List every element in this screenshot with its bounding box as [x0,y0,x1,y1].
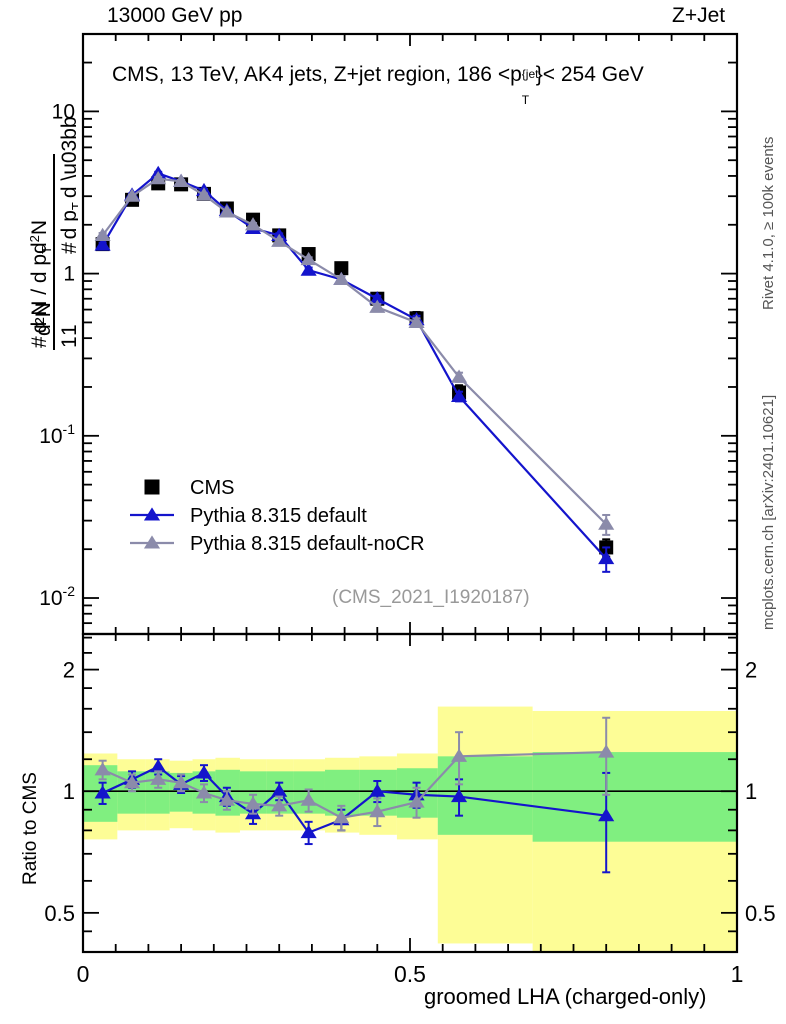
main-marker-triangle [598,516,615,530]
ratio-marker-triangle [173,775,190,789]
ratio-marker-triangle [369,804,386,818]
legend: CMS Pythia 8.315 default Pythia 8.315 defa… [130,477,425,555]
main-series-group [94,165,615,573]
ylabel-numerator: 1 [58,336,78,348]
main-marker-triangle [598,550,615,565]
xtick-label: 0.5 [394,961,426,987]
main-marker-triangle [300,262,317,276]
ylabel-den-text: # [28,336,51,348]
header-right: Z+Jet [672,4,726,27]
main-marker-triangle [408,314,425,328]
sidebar-bottom-text: mcplots.cern.ch [arXiv:2401.10621] [760,395,777,630]
legend-label-0: CMS [190,477,234,499]
ratio-marker-triangle [271,783,288,797]
ratio-marker-triangle [369,783,386,797]
dataset-watermark: (CMS_2021_I1920187) [332,587,530,608]
ratio-ylabel-text: Ratio to CMS [20,772,41,885]
main-marker-triangle [369,291,386,305]
xtick-label: 1 [731,961,744,987]
plot-title-sup: {jet [521,67,539,81]
ratio-marker-triangle [598,808,615,822]
main-ytick-label: 10-2 [39,583,75,610]
main-marker-triangle [195,187,213,201]
main-ylabel-svg: #d N / d pT 1 d2N #d pTd \u03bb [27,116,78,350]
ylabel-numerator2: d2N [27,220,51,254]
ratio-ytick-label: 0.5 [44,901,75,926]
legend-label-1: Pythia 8.315 default [190,505,367,527]
main-line-2 [101,177,607,526]
ratio-marker-triangle [150,771,167,785]
main-marker-triangle [150,170,167,185]
ratio-marker-triangle [300,792,317,806]
xaxis-label: groomed LHA (charged-only) [424,984,707,1009]
ratio-uncertainty-bands [83,706,737,952]
main-ytick-label: 1 [63,263,75,286]
ylabel-denominator2: #d pTd \u03bb [58,116,78,254]
main-marker-triangle [333,271,350,286]
main-marker-triangle [369,299,386,313]
header-left: 13000 GeV pp [107,4,243,27]
ratio-marker-triangle [195,785,213,799]
main-marker-triangle [123,188,141,202]
ratio-ytick-label-right: 1 [745,779,757,804]
main-marker-triangle [173,173,190,187]
legend-label-2: Pythia 8.315 default-noCR [190,533,425,555]
axis-tick-labels: 10 1 10-1 10-2 2 2 1 1 0.5 0.5 0 0.5 1 [39,100,775,987]
main-marker-triangle [450,388,468,402]
axis-ticks [82,33,738,953]
ratio-marker-triangle [150,759,167,773]
ratio-ylabel-svg: Ratio to CMS [20,772,41,885]
ratio-marker-triangle [408,794,425,808]
ratio-marker-triangle [94,762,111,776]
ratio-ytick-label-right: 2 [745,658,757,683]
ratio-marker-triangle [94,785,111,799]
legend-marker-0 [144,479,160,495]
main-ytick-label: 10-1 [39,421,75,448]
ratio-marker-triangle [598,744,615,758]
main-marker-triangle [300,251,317,266]
ratio-marker-triangle [450,748,468,762]
ylabel-denominator: #d N / d pT [28,246,54,348]
main-marker-triangle [218,204,235,218]
plot-title-sub: T [521,93,530,107]
plot-title-tail: }< 254 GeV [535,63,644,86]
legend-marker-1 [143,507,161,521]
legend-marker-2 [143,535,161,549]
sidebar-svg: Rivet 4.1.0, ≥ 100k events mcplots.cern.… [760,137,777,630]
main-marker-triangle [94,227,111,241]
ratio-marker-triangle [244,796,262,810]
ratio-marker-triangle [300,824,317,839]
ratio-marker-triangle [123,775,141,789]
plot-title-main: CMS, 13 TeV, AK4 jets, Z+jet region, 186… [112,63,522,86]
ratio-series-group [94,716,615,874]
main-marker-triangle [244,217,262,231]
ratio-ytick-label-right: 0.5 [745,901,776,926]
main-marker-square [334,261,349,276]
ratio-band-inner [532,752,737,842]
ratio-marker-triangle [195,765,213,779]
xtick-label: 0 [77,961,90,987]
main-marker-triangle [271,233,288,247]
main-ytick-label: 10 [52,100,75,123]
main-line-1 [101,172,608,560]
ratio-marker-triangle [333,810,350,824]
plot-title: CMS, 13 TeV, AK4 jets, Z+jet region, 186… [112,63,644,107]
ratio-ytick-label: 2 [63,658,75,683]
main-marker-triangle [94,237,111,251]
ratio-marker-triangle [450,788,468,803]
main-marker-triangle [450,369,468,383]
ratio-marker-triangle [271,798,288,812]
ratio-marker-triangle [218,792,235,806]
sidebar-top-text: Rivet 4.1.0, ≥ 100k events [760,137,777,310]
ratio-ytick-label: 1 [63,779,75,804]
